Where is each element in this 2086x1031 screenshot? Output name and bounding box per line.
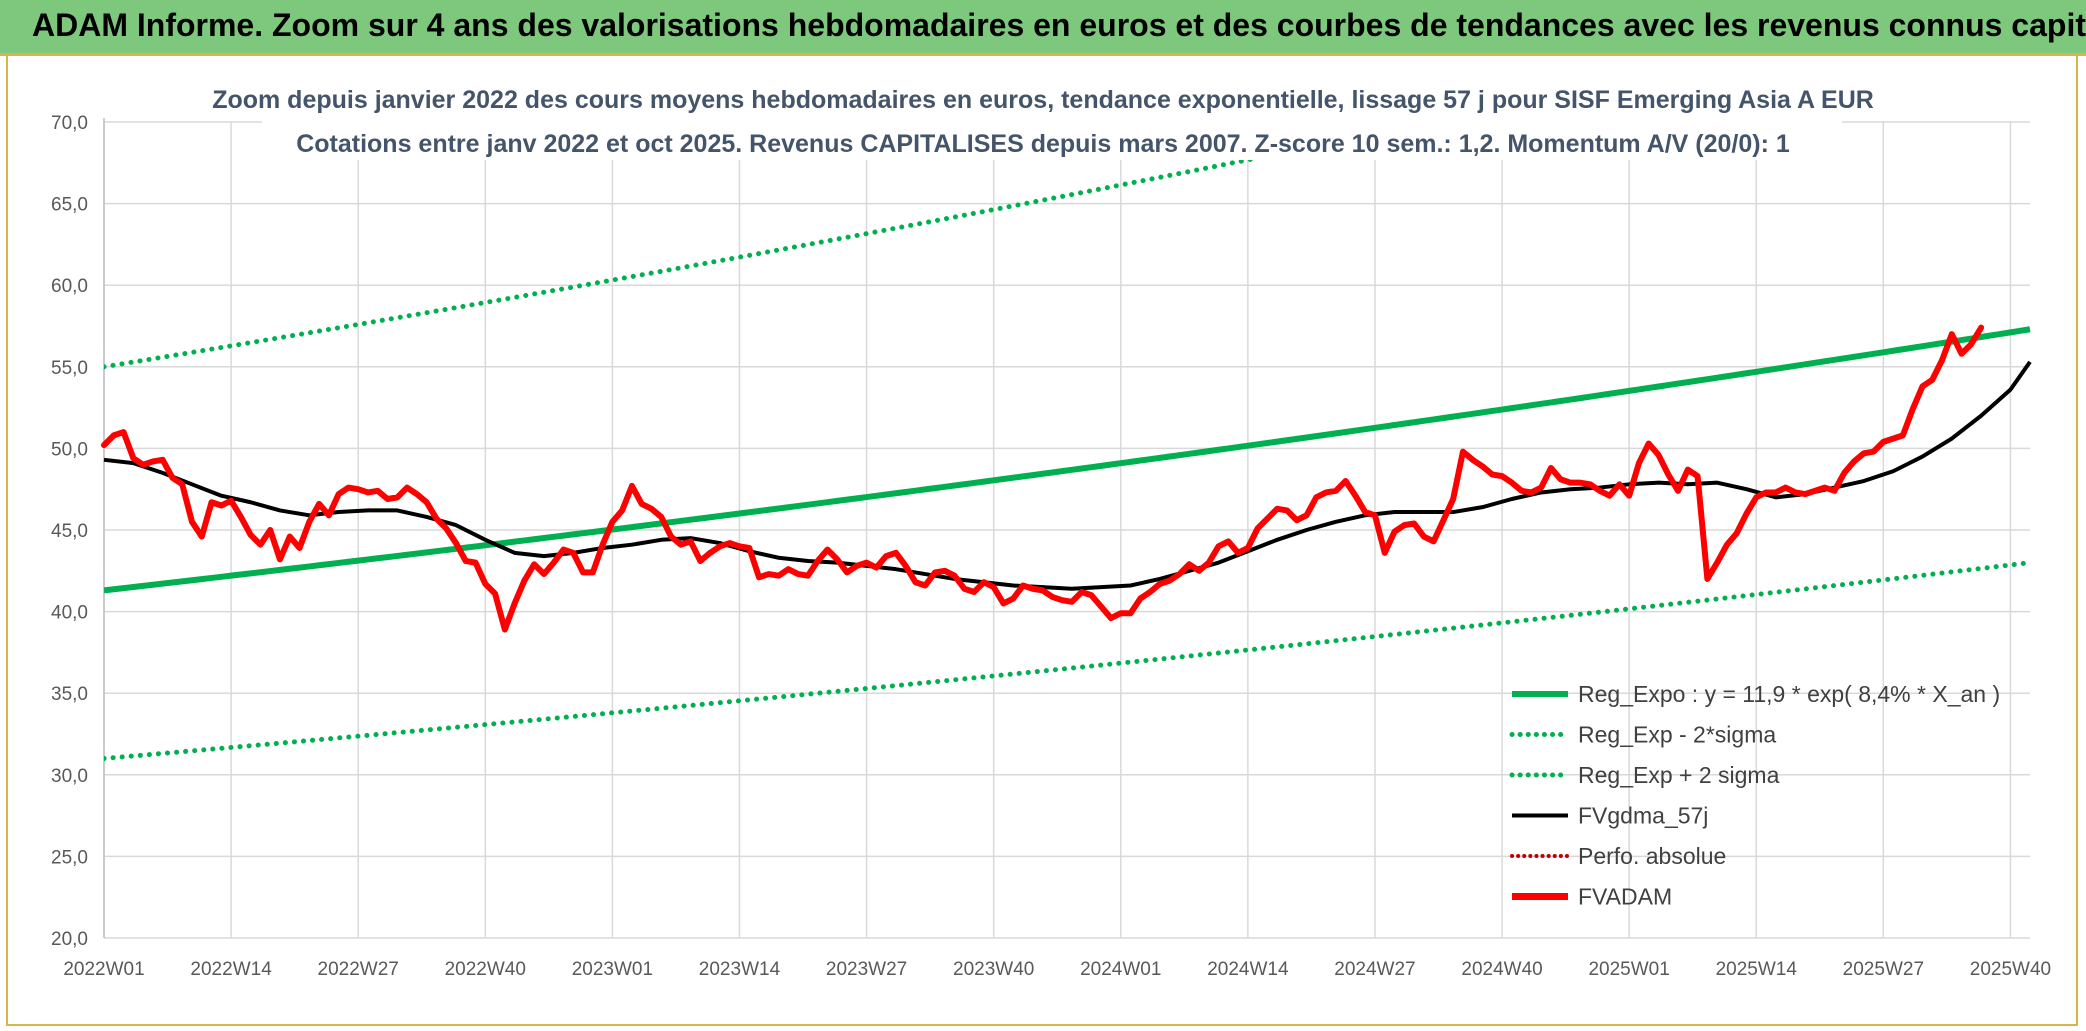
y-tick-label: 50,0 — [51, 439, 88, 460]
y-tick-label: 45,0 — [51, 521, 88, 542]
legend-label: FVADAM — [1578, 884, 1672, 910]
legend-label: Reg_Exp - 2*sigma — [1578, 722, 1776, 748]
series-reg-exp-minus-2sigma — [104, 560, 2033, 761]
y-tick-label: 25,0 — [51, 847, 88, 868]
y-tick-label: 30,0 — [51, 766, 88, 787]
x-tick-label: 2024W01 — [1080, 959, 1161, 980]
y-tick-label: 70,0 — [51, 113, 88, 134]
y-tick-label: 35,0 — [51, 684, 88, 705]
y-tick-label: 60,0 — [51, 276, 88, 297]
x-tick-label: 2023W14 — [699, 959, 781, 980]
legend-label: Reg_Exp + 2 sigma — [1578, 762, 1780, 788]
x-tick-label: 2023W40 — [953, 959, 1034, 980]
series-reg-exp-plus-2sigma — [104, 120, 1456, 370]
legend-label: Reg_Expo : y = 11,9 * exp( 8,4% * X_an ) — [1578, 681, 2000, 707]
x-tick-label: 2024W40 — [1461, 959, 1542, 980]
y-tick-label: 20,0 — [51, 929, 88, 950]
y-tick-label: 40,0 — [51, 603, 88, 624]
x-tick-label: 2022W27 — [318, 959, 399, 980]
report-banner: ADAM Informe. Zoom sur 4 ans des valoris… — [0, 0, 2086, 56]
legend: Reg_Expo : y = 11,9 * exp( 8,4% * X_an )… — [1509, 681, 2000, 910]
y-tick-label: 65,0 — [51, 195, 88, 216]
x-tick-label: 2023W01 — [572, 959, 653, 980]
legend-label: Perfo. absolue — [1578, 843, 1726, 869]
x-tick-label: 2024W27 — [1334, 959, 1415, 980]
x-tick-label: 2022W40 — [445, 959, 526, 980]
chart-subtitle: Cotations entre janv 2022 et oct 2025. R… — [296, 130, 1790, 158]
x-tick-label: 2025W40 — [1970, 959, 2051, 980]
series-layer — [101, 120, 2033, 761]
title-background — [262, 80, 1842, 160]
x-tick-label: 2022W14 — [190, 959, 272, 980]
x-tick-label: 2025W27 — [1843, 959, 1924, 980]
chart-frame — [6, 56, 2078, 1026]
x-axis-ticks: 2022W01 2022W14 2022W27 2022W40 2023W01 2023W… — [63, 959, 2051, 980]
x-tick-label: 2022W01 — [63, 959, 144, 980]
x-tick-label: 2024W14 — [1207, 959, 1289, 980]
y-tick-label: 55,0 — [51, 358, 88, 379]
x-tick-label: 2025W14 — [1716, 959, 1798, 980]
series-reg-expo — [104, 326, 2031, 594]
chart-title: Zoom depuis janvier 2022 des cours moyen… — [212, 86, 1874, 114]
x-tick-label: 2025W01 — [1588, 959, 1669, 980]
x-tick-label: 2023W27 — [826, 959, 907, 980]
series-fvgdma-57j — [103, 360, 2032, 591]
legend-label: FVgdma_57j — [1578, 803, 1708, 829]
y-axis-ticks: 70,0 65,0 60,0 55,0 50,0 45,0 40,0 35,0 30,0 25,0… — [51, 113, 88, 950]
series-fvadam — [101, 324, 1985, 633]
report-title: ADAM Informe. Zoom sur 4 ans des valoris… — [32, 7, 2086, 43]
